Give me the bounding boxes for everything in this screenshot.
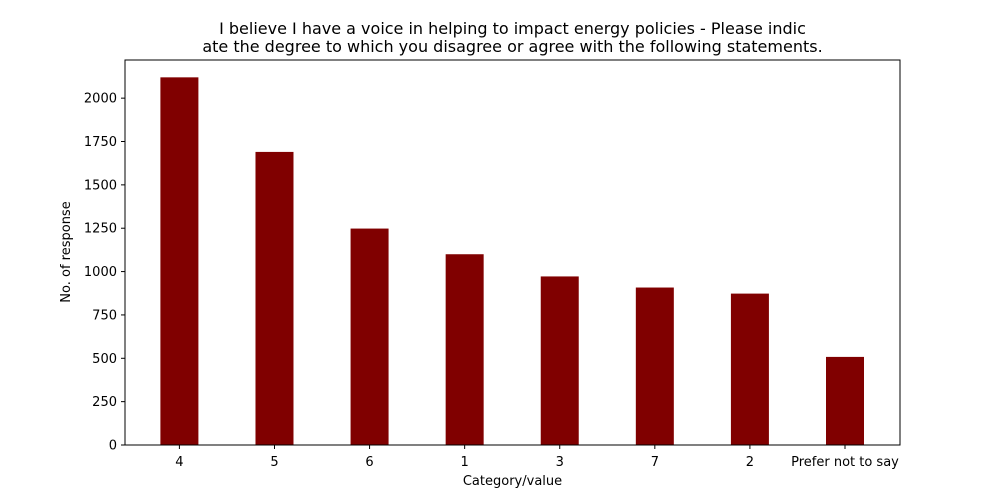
- bar-4: [160, 77, 199, 445]
- x-axis-ticks: 4 5 6 1 3 7 2 Prefer not to say: [175, 445, 899, 470]
- x-tick-label: 2: [746, 455, 754, 470]
- y-tick-label: 500: [92, 352, 117, 367]
- x-tick-label: 4: [175, 455, 183, 470]
- x-tick-label: 1: [461, 455, 469, 470]
- x-tick-label: 5: [270, 455, 278, 470]
- chart-title-line-1: I believe I have a voice in helping to i…: [219, 19, 806, 38]
- plot-area-frame: [124, 59, 901, 446]
- x-tick-label: 6: [365, 455, 373, 470]
- y-tick-label: 1500: [84, 178, 117, 193]
- bar-7: [635, 287, 674, 445]
- y-tick-label: 250: [92, 395, 117, 410]
- x-tick-label: 7: [651, 455, 659, 470]
- bar-1: [445, 254, 484, 445]
- bar-2: [730, 293, 769, 445]
- y-tick-label: 2000: [84, 92, 117, 107]
- x-tick-label: Prefer not to say: [791, 455, 899, 470]
- y-tick-label: 750: [92, 308, 117, 323]
- bar-series: [160, 77, 864, 445]
- bar-6: [350, 228, 389, 445]
- chart-title-line-2: ate the degree to which you disagree or …: [202, 37, 822, 56]
- bar-prefer-not-to-say: [826, 356, 864, 445]
- bar-3: [540, 276, 579, 445]
- y-tick-label: 1250: [84, 222, 117, 237]
- y-axis-ticks: 0 250 500 750 1000 1250 1500 1750 2000: [84, 92, 125, 454]
- bar-5: [255, 151, 294, 445]
- y-tick-label: 1750: [84, 135, 117, 150]
- y-tick-label: 0: [109, 439, 117, 454]
- x-axis-label: Category/value: [463, 474, 562, 489]
- x-tick-label: 3: [556, 455, 564, 470]
- y-tick-label: 1000: [84, 265, 117, 280]
- y-axis-label: No. of response: [59, 201, 74, 302]
